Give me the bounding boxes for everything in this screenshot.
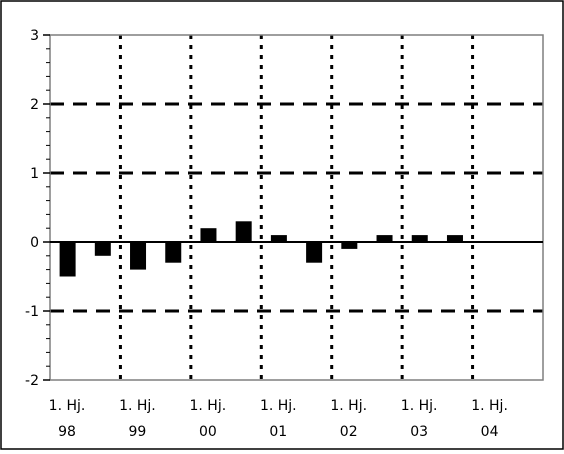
x-tick-label-line2: 98 [58,424,76,440]
y-tick-label: 0 [30,235,39,251]
bar [94,242,111,256]
x-tick-label-line1: 1. Hj. [49,398,86,414]
x-tick-label-line1: 1. Hj. [401,398,438,414]
y-tick-label: 2 [30,97,39,113]
x-tick-label-line1: 1. Hj. [330,398,367,414]
x-tick-label-line2: 03 [410,424,428,440]
gridlines [50,35,543,380]
y-tick-label: -1 [25,304,39,320]
x-tick-label-line2: 99 [129,424,147,440]
x-tick-label-line1: 1. Hj. [471,398,508,414]
y-tick-label: -2 [25,373,39,389]
y-tick-label: 3 [30,28,39,44]
x-tick-label-line2: 02 [340,424,358,440]
x-tick-label-line1: 1. Hj. [190,398,227,414]
bar [235,221,252,242]
x-tick-label-line1: 1. Hj. [119,398,156,414]
x-tick-label-line2: 04 [481,424,499,440]
bar [306,242,323,263]
bar [376,235,393,242]
bar [270,235,287,242]
bar [59,242,76,277]
plot-area-border [49,34,544,381]
bar [446,235,463,242]
x-tick-label-line2: 00 [199,424,217,440]
y-tick-label: 1 [30,166,39,182]
x-tick-label-line2: 01 [269,424,287,440]
bar [200,228,217,242]
y-axis-ticks [43,34,50,381]
bars [59,221,463,277]
bar [165,242,182,263]
bar [341,242,358,249]
bar [411,235,428,242]
bar [130,242,147,270]
x-tick-label-line1: 1. Hj. [260,398,297,414]
x-axis-labels: 1. Hj. 98 1. Hj. 99 1. Hj. 00 1. Hj. 01 1. Hj. 02… [49,398,508,440]
y-axis-labels: 3 2 1 0 -1 -2 [25,28,39,389]
